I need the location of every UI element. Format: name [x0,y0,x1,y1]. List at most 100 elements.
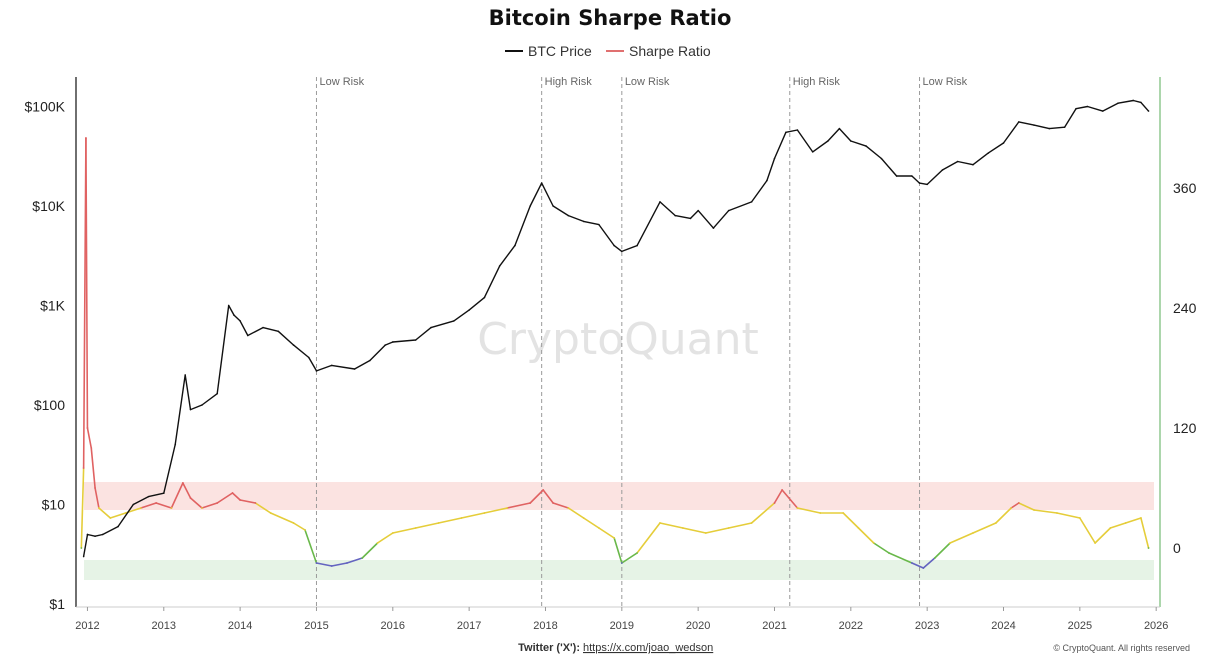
btc-price-point [712,227,715,229]
sharpe-ratio-point [315,562,318,564]
sharpe-ratio-point [1017,502,1020,504]
sharpe-ratio-segment [80,467,85,549]
btc-price-point [330,364,333,367]
sharpe-ratio-point [1109,527,1112,529]
sharpe-ratio-segment [1010,502,1020,509]
sharpe-ratio-point [82,467,85,469]
btc-price-point [636,244,638,247]
sharpe-ratio-segment [216,492,234,504]
sharpe-ratio-segment [796,507,822,514]
btc-price-point [895,175,898,177]
sharpe-ratio-segment [109,512,127,519]
btc-price-point [430,326,432,329]
btc-price-point [1048,127,1051,130]
sharpe-ratio-segment [1056,512,1081,519]
sharpe-ratio-segment [460,512,486,519]
annotation-label: Low Risk [625,76,670,88]
sharpe-ratio-segment [995,507,1012,524]
btc-price-point [689,217,692,220]
sharpe-ratio-point [85,137,87,139]
footer-copyright: © CryptoQuant. All rights reserved [1053,643,1190,653]
x-tick-label: 2026 [1144,620,1168,632]
sharpe-ratio-segment [437,517,463,524]
footer-twitter-link[interactable]: https://x.com/joao_wedson [583,642,713,654]
btc-price-point [1132,99,1135,102]
sharpe-ratio-point [872,542,875,544]
annotation-label: Low Risk [923,76,968,88]
annotations: Low Risk High Risk Low Risk High Risk Low Ri… [315,76,968,607]
sharpe-ratio-segment [972,522,997,534]
sharpe-ratio-segment [949,532,974,544]
left-tick-label: $100 [34,397,65,413]
btc-price-point [1033,124,1035,126]
sharpe-ratio-point [506,507,509,509]
sharpe-ratio-segment [361,542,379,559]
sharpe-ratio-point [86,427,89,429]
sharpe-ratio-point [460,517,463,519]
btc-price-point [308,356,310,359]
btc-price-point [216,392,219,395]
x-tick-label: 2019 [610,620,634,632]
sharpe-ratio-point [773,502,776,504]
sharpe-ratio-point [552,502,555,504]
sharpe-ratio-point [529,502,532,504]
x-tick-label: 2023 [915,620,939,632]
btc-price-point [621,250,623,253]
sharpe-ratio-point [620,562,623,564]
btc-price-point [94,535,96,538]
btc-price-point [697,209,699,212]
sharpe-ratio-segment [842,512,860,529]
btc-price-point [1140,101,1142,104]
sharpe-ratio-segment [911,562,925,569]
btc-price-point [483,296,486,299]
right-tick-label: 360 [1173,180,1197,196]
btc-price-point [773,157,776,160]
btc-price-point [414,339,417,341]
sharpe-ratio-segment [1109,522,1127,529]
sharpe-ratio-point [911,562,913,564]
right-axis-ticks: 0 120 240 360 [1173,180,1197,556]
sharpe-ratio-segment [598,527,615,539]
sharpe-ratio-point [1033,509,1035,511]
btc-price-point [838,127,841,130]
sharpe-ratio-point [155,502,158,504]
sharpe-ratio-point [567,507,570,509]
btc-price-point [811,151,814,153]
sharpe-ratio-point [170,507,173,509]
btc-price-point [785,131,787,134]
sharpe-ratio-segment [330,562,348,567]
sharpe-ratio-point [659,522,661,524]
sharpe-ratio-point [94,487,96,489]
sharpe-ratio-point [437,522,440,524]
sharpe-ratio-point [292,522,295,524]
btc-price-point [941,169,944,171]
btc-price-point [162,492,165,494]
legend-label-btc-price: BTC Price [528,43,592,59]
sharpe-ratio-point [949,542,951,544]
sharpe-ratio-point [304,529,306,531]
sharpe-ratio-segment [292,522,306,531]
sharpe-ratio-segment [506,502,532,509]
legend: BTC Price Sharpe Ratio [505,43,711,59]
sharpe-ratio-segment [1124,517,1142,524]
sharpe-ratio-segment [529,489,544,504]
sharpe-ratio-point [1094,542,1097,544]
btc-price-point [796,129,799,131]
sharpe-ratio-segment [304,529,318,564]
sharpe-ratio-segment [414,522,440,529]
x-tick-label: 2021 [762,620,786,632]
sharpe-ratio-point [330,565,333,567]
sharpe-ratio-segment [239,499,257,504]
sharpe-ratio-segment [1140,517,1150,549]
sharpe-ratio-segment [189,497,203,509]
sharpe-ratio-segment [922,557,936,569]
zone-high [84,482,1154,510]
sharpe-ratio-point [888,552,890,554]
sharpe-ratio-point [98,507,100,509]
btc-price-point [246,334,249,337]
sharpe-ratio-segment [1079,517,1096,544]
sharpe-ratio-segment [857,527,875,544]
footer: Twitter ('X'): https://x.com/joao_wedson… [518,642,1190,654]
x-tick-label: 2016 [381,620,405,632]
btc-price-point [239,320,241,322]
